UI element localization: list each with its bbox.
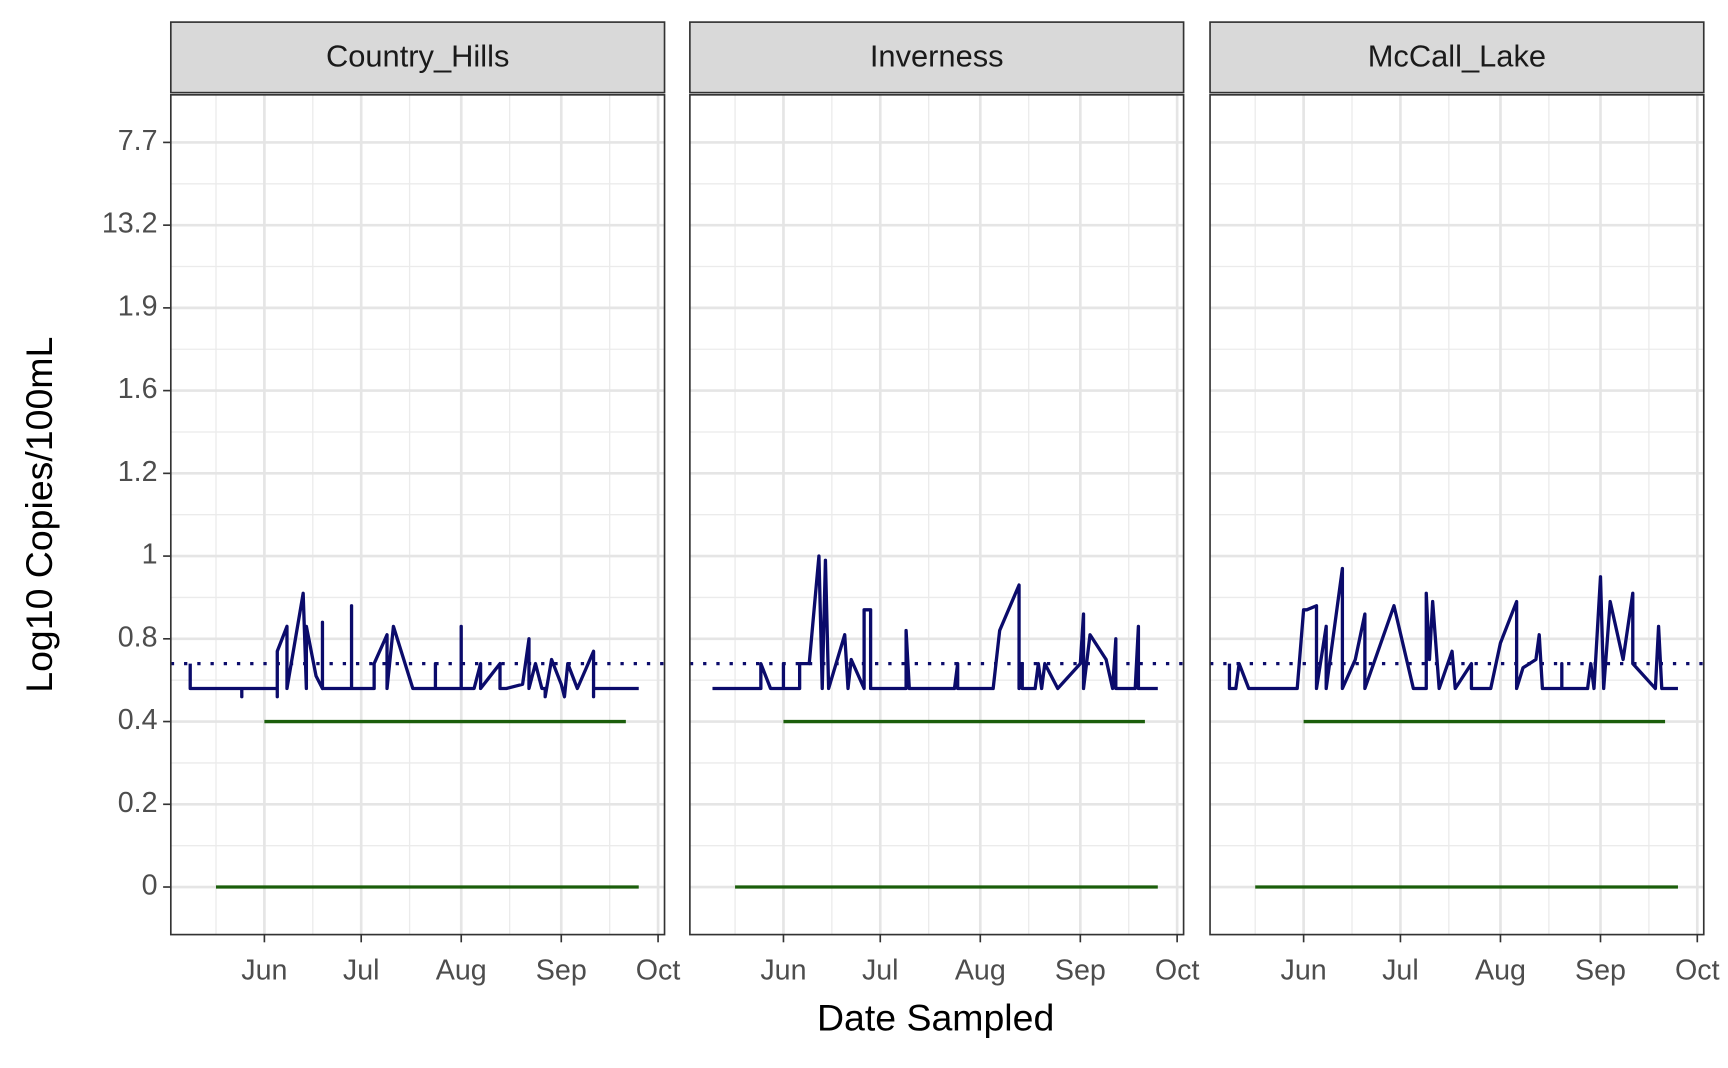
x-tick-label: Jul bbox=[343, 955, 380, 987]
y-tick-label: 0.8 bbox=[118, 621, 158, 653]
y-tick-label: 1 bbox=[142, 539, 158, 571]
y-tick-label: 0.2 bbox=[118, 787, 158, 819]
x-axis-title: Date Sampled bbox=[817, 996, 1054, 1038]
x-tick-label: Sep bbox=[1055, 955, 1106, 987]
x-tick-label: Oct bbox=[1675, 955, 1720, 987]
x-tick-label: Jul bbox=[1382, 955, 1419, 987]
x-tick-label: Oct bbox=[1155, 955, 1200, 987]
x-tick-label: Sep bbox=[1575, 955, 1626, 987]
y-tick-label: 1.9 bbox=[118, 290, 158, 322]
x-tick-label: Jun bbox=[1281, 955, 1327, 987]
x-tick-label: Aug bbox=[436, 955, 487, 987]
panel-border bbox=[689, 94, 1185, 936]
x-tick-label: Jun bbox=[241, 955, 287, 987]
y-tick-label: 13.2 bbox=[102, 208, 158, 240]
strip-label: Inverness bbox=[870, 39, 1004, 74]
strip bbox=[689, 21, 1185, 94]
x-tick-label: Oct bbox=[636, 955, 681, 987]
y-tick-label: 0 bbox=[142, 870, 158, 902]
data-line bbox=[1227, 566, 1678, 691]
panel-border bbox=[1209, 94, 1705, 936]
x-tick-label: Aug bbox=[1475, 955, 1526, 987]
data-line bbox=[712, 554, 1158, 691]
y-tick-label: 1.2 bbox=[118, 456, 158, 488]
y-tick-label: 1.6 bbox=[118, 373, 158, 405]
x-tick-label: Aug bbox=[955, 955, 1006, 987]
data-line bbox=[188, 591, 639, 699]
panel-border bbox=[169, 94, 666, 936]
x-tick-label: Jun bbox=[760, 955, 806, 987]
x-tick-label: Sep bbox=[536, 955, 587, 987]
strip-label: Country_Hills bbox=[326, 39, 509, 74]
x-tick-label: Jul bbox=[862, 955, 899, 987]
strip-label: McCall_Lake bbox=[1368, 39, 1546, 74]
y-tick-label: 7.7 bbox=[118, 125, 158, 157]
strip bbox=[169, 21, 666, 94]
y-axis-title: Log10 Copies/100mL bbox=[18, 337, 60, 693]
strip bbox=[1209, 21, 1705, 94]
y-tick-label: 0.4 bbox=[118, 704, 158, 736]
